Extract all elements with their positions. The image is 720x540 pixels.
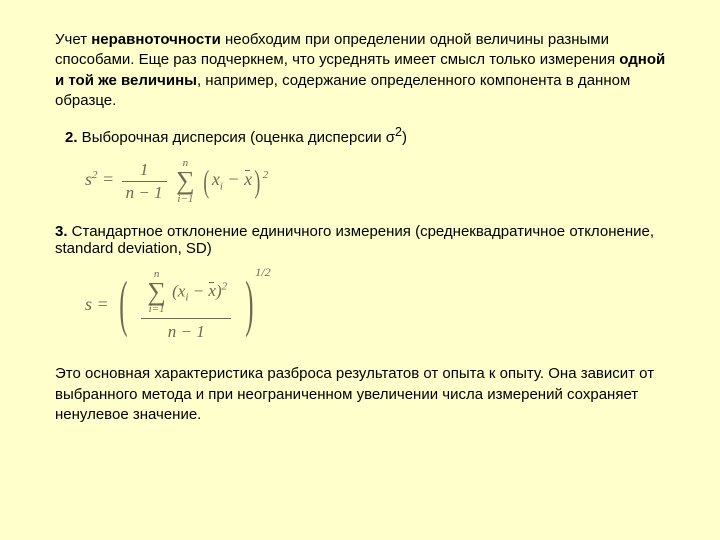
p1-b1: неравноточности xyxy=(91,31,221,48)
f1-frac-num: 1 xyxy=(122,160,167,182)
formula-1-container: s2 = 1 n − 1 n ∑ i−1 (xi − x)2 xyxy=(85,158,675,205)
f2-eq: = xyxy=(97,294,114,314)
f1-eq: = xyxy=(102,169,119,189)
p1-t1: Учет xyxy=(55,31,91,48)
f2-sigma-bot: i=1 xyxy=(147,304,166,315)
f1-paren-r: ) xyxy=(254,165,260,197)
f1-lhs-pow: 2 xyxy=(92,169,98,181)
formula-1: s2 = 1 n − 1 n ∑ i−1 (xi − x)2 xyxy=(85,169,268,189)
f2-xbar: x xyxy=(208,281,216,301)
h3-num: 3. xyxy=(55,223,68,240)
paragraph-4: Это основная характеристика разброса рез… xyxy=(55,364,675,425)
paragraph-1: Учет неравноточности необходим при опред… xyxy=(55,30,675,111)
sigma-icon-2: ∑ xyxy=(147,280,166,305)
h2-close: ) xyxy=(402,129,407,146)
sigma-icon: ∑ xyxy=(176,169,195,194)
f1-minus: − xyxy=(223,169,244,189)
f2-frac-num: n ∑ i=1 (xi − x)2 xyxy=(141,269,231,320)
f2-pow2: 2 xyxy=(222,280,228,292)
f1-sigma: n ∑ i−1 xyxy=(176,158,195,205)
formula-2-container: s = ( n ∑ i=1 (xi − x)2 n − 1 )1/2 xyxy=(85,269,675,343)
f2-outer-pow: 1/2 xyxy=(255,265,270,280)
f2-minus: − xyxy=(188,281,208,300)
h2-sup: 2 xyxy=(395,125,402,139)
formula-2: s = ( n ∑ i=1 (xi − x)2 n − 1 )1/2 xyxy=(85,294,271,314)
h2-num: 2. xyxy=(65,129,78,146)
f1-lhs-var: s xyxy=(85,169,92,189)
f2-lhs: s xyxy=(85,294,92,314)
heading-2: 2. Выборочная дисперсия (оценка дисперси… xyxy=(65,125,675,146)
f2-frac: n ∑ i=1 (xi − x)2 n − 1 xyxy=(141,269,231,343)
f1-frac-den: n − 1 xyxy=(122,182,167,203)
f1-xbar: x xyxy=(244,169,252,190)
f2-sigma: n ∑ i=1 xyxy=(147,269,166,316)
f1-paren-l: ( xyxy=(204,165,210,197)
f1-pow2: 2 xyxy=(263,169,269,181)
f2-big-paren-l: ( xyxy=(119,273,127,335)
heading-3: 3. Стандартное отклонение единичного изм… xyxy=(55,223,675,257)
h2-text: Выборочная дисперсия (оценка дисперсии σ xyxy=(78,129,396,146)
f2-frac-den: n − 1 xyxy=(141,319,231,342)
f1-frac: 1 n − 1 xyxy=(122,160,167,203)
f1-sigma-bot: i−1 xyxy=(176,194,195,205)
f1-xi-x: x xyxy=(212,169,220,189)
f2-big-paren-r: ) xyxy=(245,273,253,335)
h3-text: Стандартное отклонение единичного измере… xyxy=(55,223,654,257)
